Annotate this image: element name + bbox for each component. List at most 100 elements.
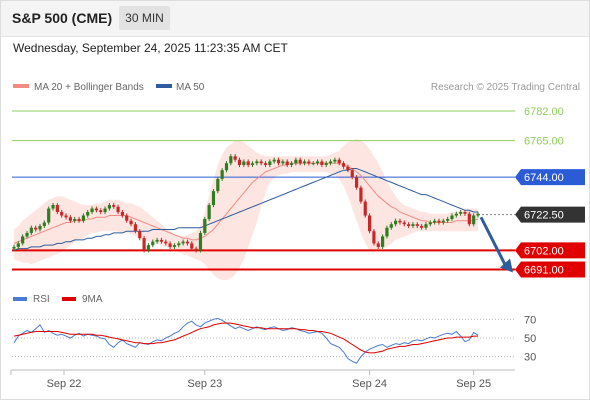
candle-body (281, 161, 285, 164)
candle-body (242, 161, 246, 165)
candle-body (198, 232, 203, 251)
candle-body (389, 224, 393, 228)
candle-body (268, 161, 272, 165)
candle-body (385, 227, 389, 237)
candle-body (285, 161, 289, 165)
candle-body (363, 201, 367, 216)
ma20-legend-label: MA 20 + Bollinger Bands (34, 82, 144, 93)
current-tag-label: 6722.50 (524, 210, 564, 222)
pivot-price-tag: 6744.00 (515, 169, 585, 186)
ma20-legend-swatch (13, 84, 29, 88)
candle-body (211, 191, 216, 206)
candle-body (320, 161, 324, 165)
candle-body (116, 206, 120, 213)
rsi-legend: RSI 9MA (13, 294, 103, 305)
timeframe-badge[interactable]: 30 MIN (119, 6, 170, 30)
pivot-tag-shape (515, 169, 585, 186)
candle-body (220, 170, 224, 179)
copyright-credit: Research © 2025 Trading Central (431, 82, 580, 93)
candle-body (467, 213, 471, 225)
candle-body (454, 213, 458, 216)
candle-body (133, 224, 138, 232)
candle-body (51, 205, 55, 209)
candle-body (190, 243, 194, 249)
resistance-label: 6782.00 (524, 106, 564, 118)
candle-body (34, 227, 38, 230)
candle-body (428, 222, 432, 225)
candle-body (237, 159, 242, 165)
candle-body (81, 215, 85, 221)
support-tag-label: 6691.00 (524, 265, 564, 277)
x-tick-label: Sep 25 (456, 378, 491, 390)
current-tag-shape (515, 206, 585, 223)
candle-body (142, 238, 146, 251)
candle-body (216, 178, 220, 192)
candle-body (168, 243, 172, 247)
candle-body (246, 161, 250, 165)
candle-body (367, 215, 372, 232)
candle-body (25, 232, 29, 237)
rsi-ma-legend-swatch (62, 297, 76, 301)
candle-body (394, 220, 398, 225)
rsi-tick-label: 30 (524, 352, 536, 364)
candle-body (203, 219, 207, 233)
support-tag-shape (515, 261, 585, 278)
candle-body (350, 170, 354, 178)
candle-body (346, 166, 350, 171)
candle-body (420, 225, 424, 228)
pivot-tag-label: 6744.00 (524, 172, 564, 184)
candle-body (151, 241, 155, 246)
candle-body (376, 243, 380, 247)
candlesticks (12, 154, 480, 253)
chart-header: S&P 500 (CME) 30 MIN (0, 0, 590, 37)
support-tag-label: 6702.00 (524, 245, 564, 257)
candle-body (77, 219, 81, 221)
candle-body (472, 215, 476, 225)
candle-body (42, 222, 46, 226)
candle-body (120, 212, 125, 216)
candle-body (233, 156, 237, 160)
candle-body (415, 224, 419, 226)
candle-body (341, 163, 346, 167)
candle-body (12, 246, 16, 249)
support-price-tag: 6702.00 (515, 242, 585, 259)
candle-body (476, 213, 480, 216)
candle-body (315, 161, 320, 164)
forecast-arrow-head (500, 258, 513, 273)
candle-body (459, 212, 463, 214)
candle-body (73, 219, 77, 221)
candle-body (333, 159, 337, 162)
main-legend: MA 20 + Bollinger Bands MA 50 Research ©… (13, 82, 580, 93)
candle-body (398, 220, 402, 223)
candle-body (463, 212, 467, 214)
candle-body (328, 161, 333, 164)
candle-body (103, 208, 107, 213)
chart-datetime: Wednesday, September 24, 2025 11:23:35 A… (13, 41, 288, 55)
candle-body (437, 220, 441, 223)
candle-body (441, 220, 445, 223)
candle-body (207, 205, 211, 219)
support-price-tag: 6691.00 (515, 261, 585, 278)
candle-body (450, 215, 454, 219)
candle-body (311, 163, 315, 165)
candle-body (47, 208, 51, 223)
main-price-panel: 6782.00 6765.00 6744.00 6722.50 6702.00 6691.… (12, 106, 585, 280)
candle-body (21, 236, 25, 244)
rsi-legend-label: RSI (33, 294, 50, 305)
candle-body (324, 163, 328, 165)
candle-body (60, 212, 64, 216)
candle-body (380, 236, 385, 247)
candle-body (177, 243, 181, 246)
candle-body (146, 245, 151, 251)
candle-body (185, 241, 190, 244)
candle-body (307, 161, 311, 164)
candle-body (155, 239, 159, 242)
candle-body (289, 163, 294, 165)
candle-body (354, 177, 359, 188)
candle-body (159, 239, 164, 242)
candle-body (402, 222, 406, 225)
candle-body (99, 210, 103, 213)
candle-body (276, 159, 281, 164)
candle-body (90, 208, 94, 213)
